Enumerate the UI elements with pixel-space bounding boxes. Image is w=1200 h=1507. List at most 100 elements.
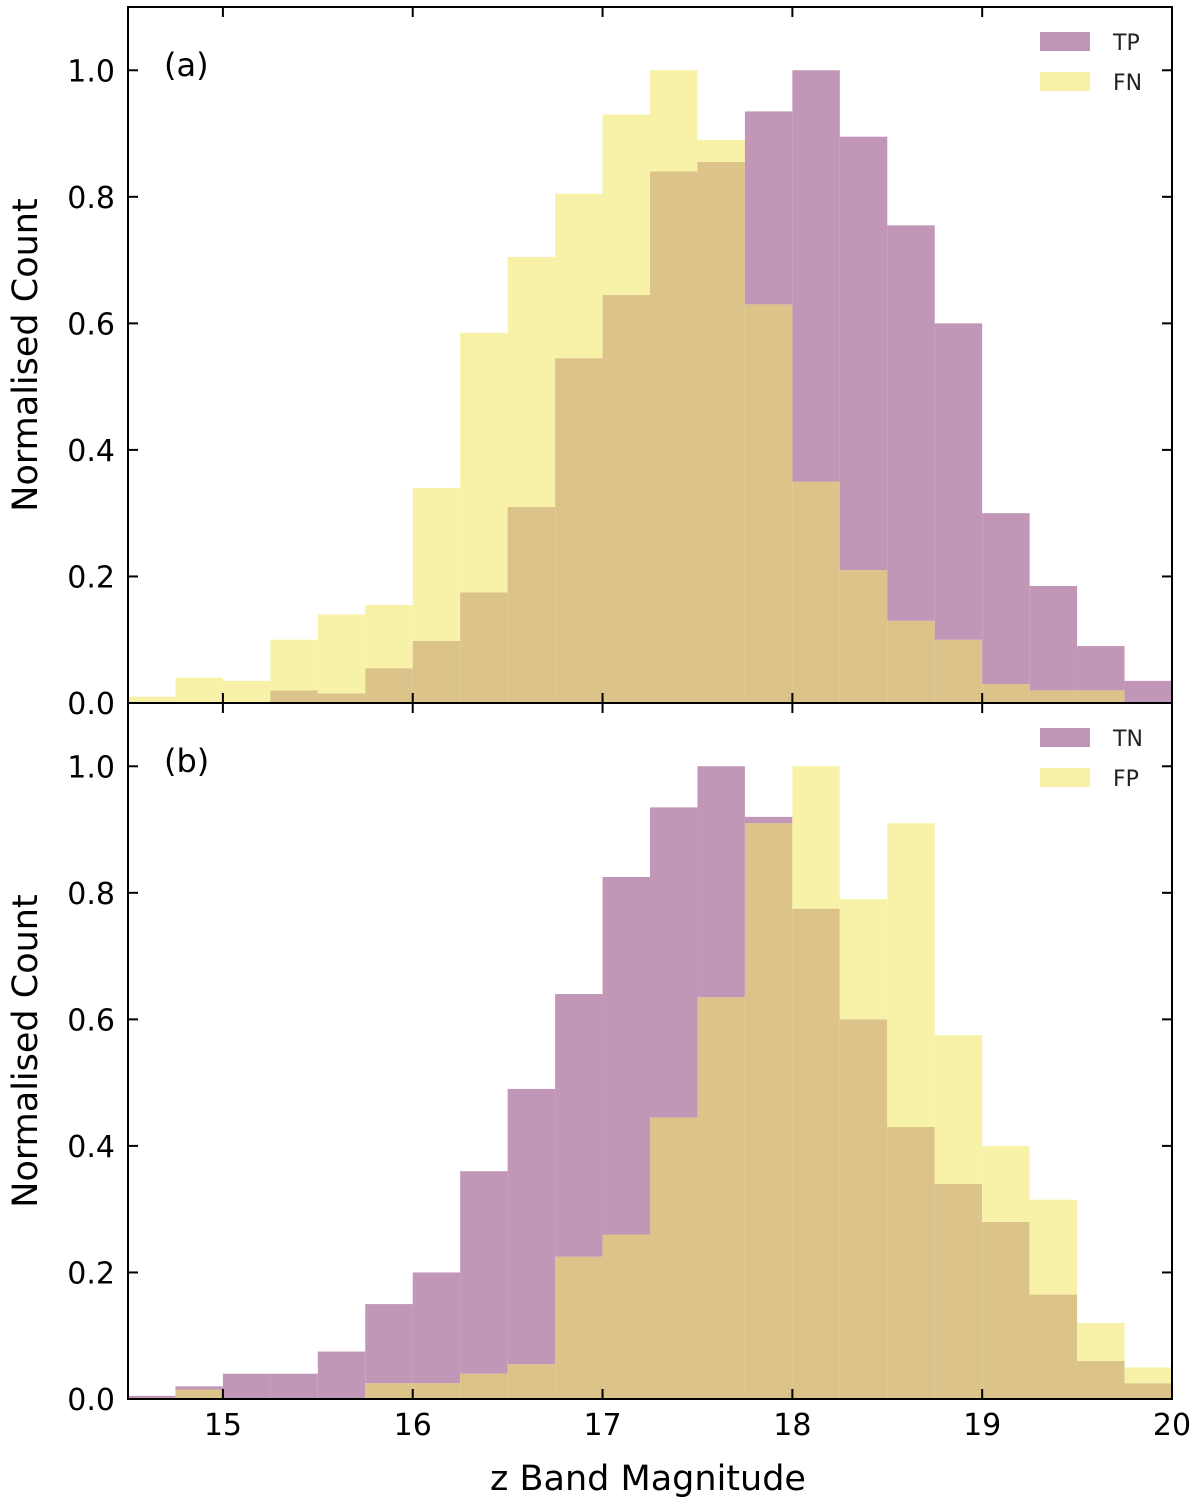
overlap-bar (555, 1256, 603, 1399)
legend-swatch-tp (1040, 32, 1090, 51)
panel-label: (a) (164, 46, 209, 84)
fn-bar (175, 677, 223, 703)
panel-b: 15 16 17 18 19 20 0.0 0.2 0.4 0.6 0.8 1.0 Normalised… (6, 702, 1191, 1443)
fn-bar (128, 696, 176, 703)
panel-label: (b) (164, 742, 209, 780)
fp-bar (934, 1035, 983, 1184)
panel-a: 0.0 0.2 0.4 0.6 0.8 1.0 Normalised Count (a) TP F… (6, 6, 1173, 722)
y-axis-label: Normalised Count (6, 894, 46, 1207)
overlap-bar (365, 668, 413, 703)
tn-bar (697, 766, 745, 998)
x-tick-label: 20 (1153, 1408, 1191, 1443)
overlap-bar (175, 1389, 223, 1399)
x-tick-label: 16 (394, 1408, 432, 1443)
y-tick-label: 0.2 (67, 560, 115, 595)
fn-bar (460, 332, 508, 593)
overlap-bar (1124, 1383, 1172, 1399)
fn-bar (317, 614, 366, 694)
tp-bar (982, 513, 1030, 685)
x-tick-label: 18 (773, 1408, 811, 1443)
tp-bar (1029, 585, 1078, 691)
overlap-bar (792, 908, 840, 1399)
overlap-bar (602, 1234, 650, 1399)
fp-bar (839, 899, 888, 1020)
y-tick-label: 0.6 (67, 1003, 115, 1038)
tn-bar (222, 1373, 271, 1399)
overlap-bar (555, 358, 603, 703)
overlap-bar (1029, 690, 1078, 703)
y-tick-label: 0.0 (67, 687, 115, 722)
fn-bar (602, 114, 650, 295)
tn-bar (317, 1351, 366, 1399)
fp-bar (982, 1145, 1030, 1222)
tn-bar (650, 807, 698, 1118)
tn-bar (128, 1395, 176, 1399)
overlap-bar (1029, 1294, 1078, 1399)
legend-label-fp: FP (1113, 767, 1139, 792)
fp-bar (1029, 1199, 1078, 1295)
tp-bar (792, 70, 840, 482)
y-tick-label: 0.6 (67, 307, 115, 342)
y-tick-label: 0.8 (67, 877, 115, 912)
tn-bar (555, 994, 603, 1257)
tp-bar (1124, 680, 1172, 703)
overlap-bar (887, 620, 935, 703)
y-tick-label: 0.4 (67, 434, 115, 469)
overlap-bar (460, 592, 508, 703)
overlap-bar (792, 481, 840, 703)
overlap-bar (697, 162, 745, 703)
tn-bar (175, 1386, 223, 1390)
overlap-bar (982, 1221, 1030, 1399)
fn-bar (555, 193, 603, 359)
overlap-bar (460, 1373, 508, 1399)
tp-bar (1077, 646, 1125, 691)
overlap-bar (934, 639, 983, 703)
overlap-bar (507, 506, 556, 703)
x-tick-label: 15 (204, 1408, 242, 1443)
tn-bar (602, 877, 650, 1235)
x-tick-label: 19 (963, 1408, 1001, 1443)
y-tick-label: 1.0 (67, 54, 115, 89)
overlap-bar (744, 823, 793, 1399)
overlap-bar (1077, 690, 1125, 703)
legend-label-fn: FN (1113, 71, 1142, 96)
x-tick-label: 17 (583, 1408, 621, 1443)
tp-bar (744, 111, 793, 305)
fn-bar (697, 139, 745, 163)
fn-bar (270, 639, 318, 691)
tp-bar (934, 323, 983, 640)
overlap-bar (839, 1019, 888, 1399)
fp-bar (1124, 1367, 1172, 1384)
y-tick-label: 0.4 (67, 1130, 115, 1165)
overlap-bar (650, 1117, 698, 1399)
tn-bar (270, 1373, 318, 1399)
legend-label-tn: TN (1112, 727, 1143, 752)
fp-bar (887, 823, 935, 1127)
tp-bar (887, 225, 935, 621)
overlap-bar (934, 1183, 983, 1399)
fn-bar (365, 604, 413, 669)
plot-frame (127, 702, 1173, 1400)
tn-bar (507, 1088, 556, 1365)
fn-bar (222, 680, 271, 703)
overlap-bar (650, 171, 698, 703)
y-tick-label: 0.2 (67, 1256, 115, 1291)
legend-swatch-fn (1040, 72, 1090, 91)
fn-bar (650, 70, 698, 172)
overlap-bar (982, 684, 1030, 703)
y-tick-label: 0.8 (67, 181, 115, 216)
fp-bar (792, 766, 840, 909)
tn-bar (460, 1171, 508, 1374)
tp-bar (839, 136, 888, 571)
overlap-bar (412, 640, 461, 703)
y-axis-label: Normalised Count (6, 198, 46, 511)
tn-bar (744, 816, 793, 824)
overlap-bar (887, 1126, 935, 1399)
overlap-bar (270, 690, 318, 703)
y-tick-label: 1.0 (67, 750, 115, 785)
y-tick-label: 0.0 (67, 1383, 115, 1418)
overlap-bar (839, 570, 888, 703)
legend-label-tp: TP (1112, 31, 1140, 56)
overlap-bar (744, 304, 793, 703)
